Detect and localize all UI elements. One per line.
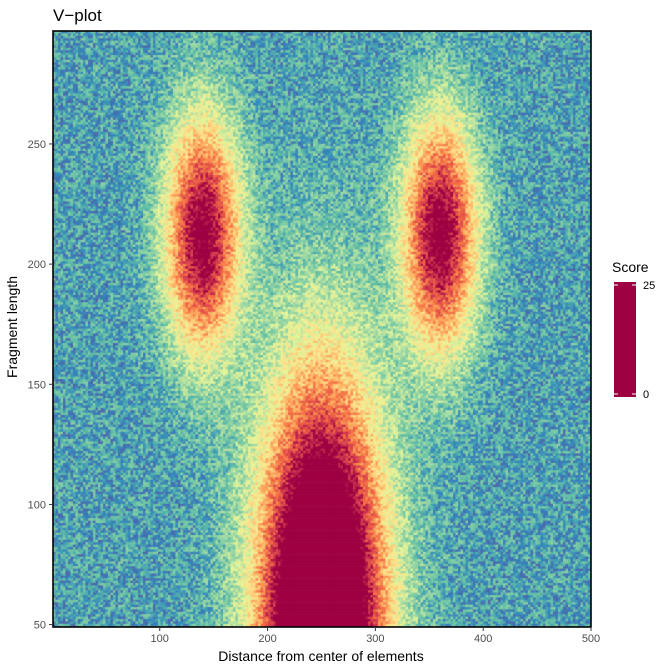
x-axis: 100 200 300 400 500 — [151, 627, 600, 645]
legend-tick-label: 0 — [643, 389, 649, 401]
legend-ticks: 0 25 — [614, 280, 655, 401]
y-tick-label: 150 — [28, 379, 46, 391]
x-tick-label: 300 — [366, 633, 384, 645]
heatmap-image — [53, 31, 591, 627]
chart-title: V−plot — [53, 6, 102, 25]
y-tick-label: 50 — [34, 620, 46, 632]
x-axis-title: Distance from center of elements — [218, 648, 423, 664]
x-tick-label: 400 — [474, 633, 492, 645]
y-tick-label: 250 — [28, 139, 46, 151]
legend-title: Score — [612, 259, 649, 275]
y-tick-label: 200 — [28, 259, 46, 271]
plot-panel-border — [52, 30, 592, 628]
legend: Score 0 25 — [612, 259, 655, 401]
x-tick-label: 500 — [582, 633, 600, 645]
legend-colorbar — [614, 282, 636, 397]
y-axis-title: Fragment length — [4, 276, 20, 378]
x-tick-label: 200 — [258, 633, 276, 645]
x-tick-label: 100 — [151, 633, 169, 645]
legend-tick-label: 25 — [643, 280, 655, 292]
y-tick-label: 100 — [28, 499, 46, 511]
heatmap-cells — [53, 31, 591, 627]
y-axis: 50 100 150 200 250 — [28, 139, 53, 632]
